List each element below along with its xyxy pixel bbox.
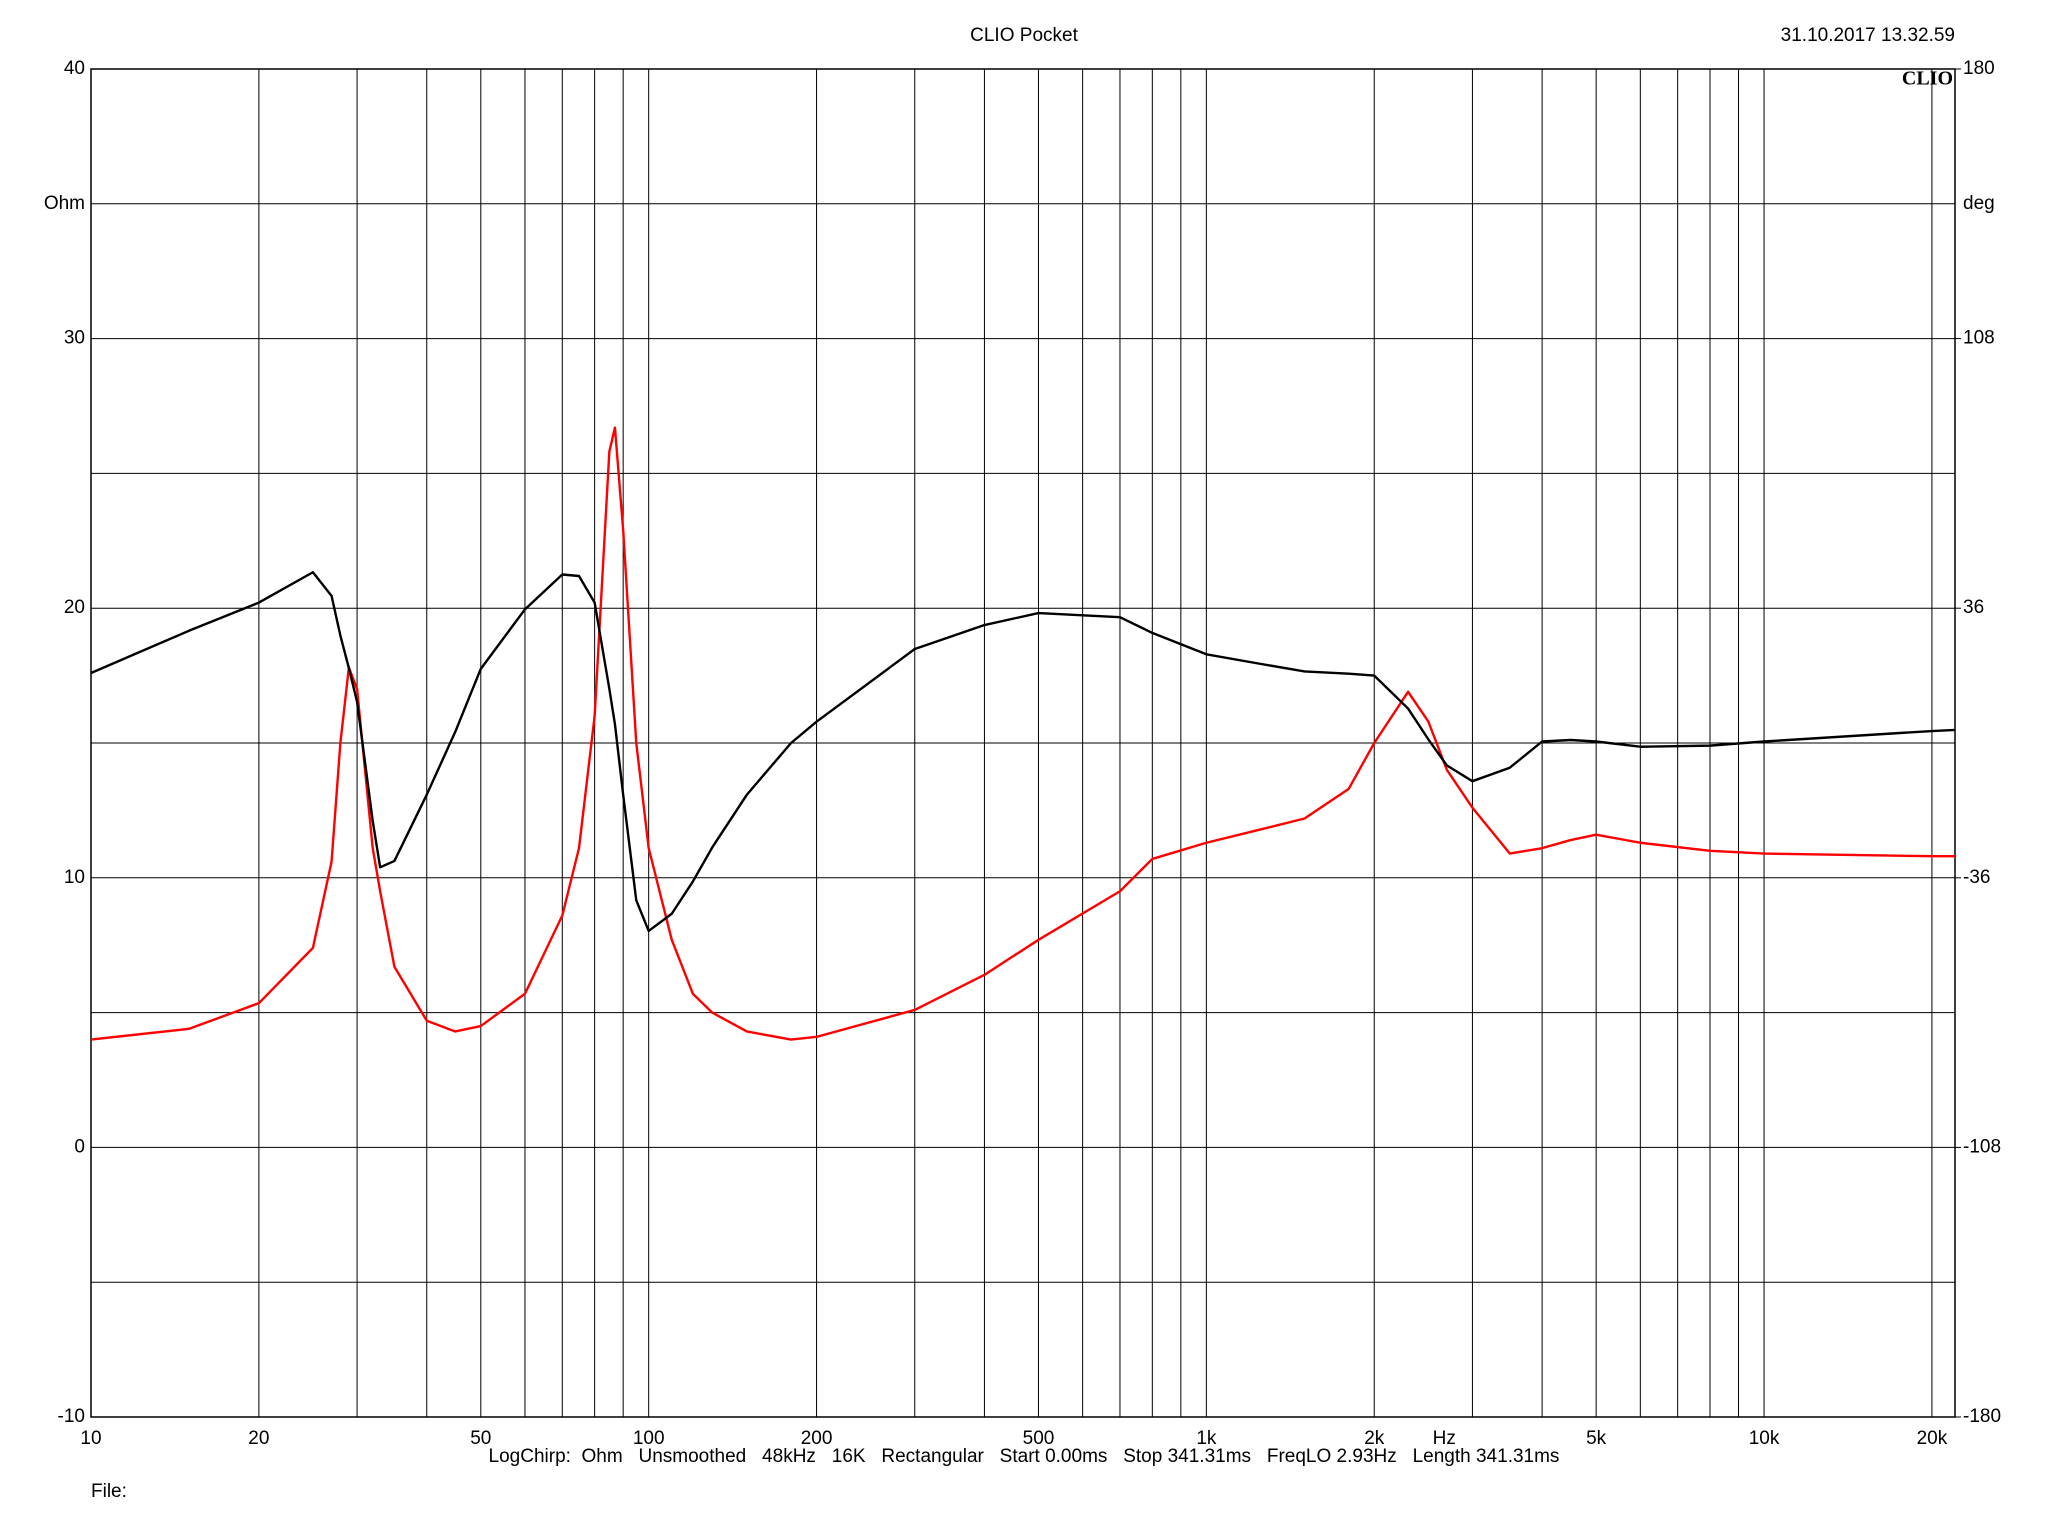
y-tick-label: 20 [64, 597, 85, 618]
y2-unit-label: deg [1963, 193, 1995, 214]
x-tick-label: 10k [1749, 1428, 1780, 1449]
y2-tick-label: -180 [1963, 1406, 2001, 1427]
y-tick-label: 30 [64, 328, 85, 349]
x-tick-label: 1k [1196, 1428, 1217, 1449]
plot-frame [90, 68, 1956, 1418]
x-tick-label: 10 [80, 1428, 101, 1449]
x-tick-label: 50 [470, 1428, 491, 1449]
y2-tick-label: -36 [1963, 867, 1990, 888]
y-tick-label: -10 [58, 1406, 85, 1427]
y2-tick-label: -108 [1963, 1136, 2001, 1157]
x-tick-label: 20k [1917, 1428, 1948, 1449]
y2-tick-label: 108 [1963, 328, 1995, 349]
chart-title: CLIO Pocket [970, 25, 1078, 46]
y-tick-label: 0 [74, 1136, 85, 1157]
x-tick-label: 20 [248, 1428, 269, 1449]
data-line [90, 571, 1956, 933]
timestamp: 31.10.2017 13.32.59 [1781, 25, 1955, 46]
y-tick-label: 40 [64, 58, 85, 79]
x-tick-label: 200 [801, 1428, 833, 1449]
settings-line: LogChirp: Ohm Unsmoothed 48kHz 16K Recta… [489, 1446, 1560, 1467]
y-tick-label: 10 [64, 867, 85, 888]
x-tick-label: 100 [633, 1428, 665, 1449]
x-unit-label: Hz [1433, 1428, 1456, 1449]
data-line [90, 426, 1955, 1041]
y2-tick-label: 180 [1963, 58, 1995, 79]
y2-tick-label: 36 [1963, 597, 1984, 618]
file-label: File: [91, 1481, 127, 1502]
x-tick-label: 2k [1364, 1428, 1385, 1449]
x-tick-label: 500 [1023, 1428, 1055, 1449]
y-unit-label: Ohm [44, 193, 85, 214]
logo: CLIO [1902, 68, 1953, 90]
x-tick-label: 5k [1586, 1428, 1607, 1449]
